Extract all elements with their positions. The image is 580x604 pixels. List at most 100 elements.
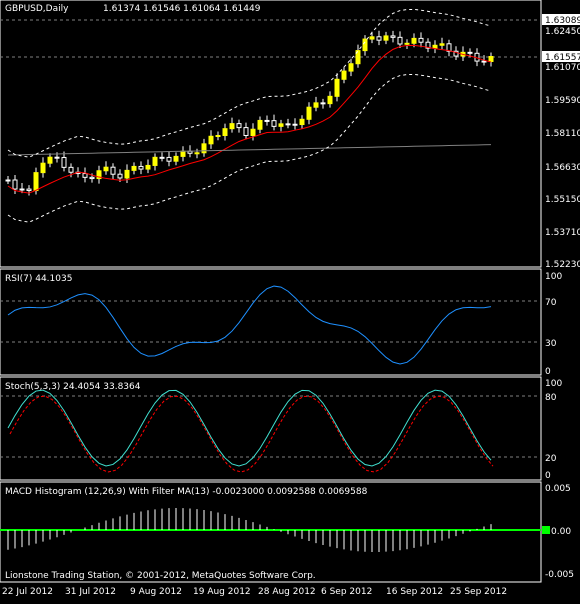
high-price-badge-text: 1.63089 [545,16,580,26]
candle-body [432,44,438,49]
candle-body [103,166,109,172]
candle-body [54,156,60,159]
candle-body [19,188,25,191]
gray-moving-average [7,144,492,156]
stoch-tick: 80 [545,393,557,403]
candle-body [47,156,53,164]
candle-body [257,119,263,130]
price-tick: 1.61070 [545,63,580,73]
candle-body [89,176,95,180]
candle-body [348,63,354,72]
candle-body [12,179,18,190]
price-series [5,8,494,223]
candle-body [313,102,319,108]
candle-body [334,78,340,97]
candle-body [131,165,137,171]
candle-body [229,123,235,130]
date-tick: 22 Jul 2012 [2,587,53,597]
date-tick: 6 Sep 2012 [321,587,372,597]
candle-body [138,165,144,170]
footer-copyright: Lionstone Trading Station, © 2001-2012, … [5,571,316,581]
high-price-badge [542,14,580,25]
date-tick: 9 Aug 2012 [130,587,182,597]
candle-body [488,56,494,62]
candle-body [152,156,158,166]
candle-body [341,70,347,80]
candle-body [124,169,130,179]
candle-body [278,123,284,127]
stoch-tick: 20 [545,454,557,464]
price-tick: 1.58110 [545,129,580,139]
candle-body [467,51,473,54]
date-tick: 19 Aug 2012 [193,587,251,597]
candle-body [159,156,165,159]
candle-body [236,123,242,129]
rsi-tick: 30 [545,339,557,349]
candle-body [327,95,333,105]
stoch-tick: 0 [545,471,551,481]
price-tick: 1.59590 [545,96,580,106]
rsi-tick: 70 [545,298,557,308]
current-price-badge [542,51,580,62]
candle-body [250,128,256,136]
price-tick: 1.56630 [545,163,580,173]
rsi-line [7,285,492,365]
candle-body [404,42,410,45]
candle-body [96,170,102,180]
candle-body [82,173,88,178]
symbol-label: GBPUSD,Daily [5,4,69,14]
red-moving-average [7,44,492,194]
rsi-series [7,285,492,365]
stoch-series [7,389,494,473]
candle-body [271,120,277,127]
macd-zero-marker [542,526,550,534]
date-tick: 31 Jul 2012 [65,587,116,597]
candle-body [439,43,445,46]
candle-body [166,156,172,162]
candle-body [362,38,368,52]
price-tick: 1.55150 [545,195,580,205]
stoch-tick: 100 [545,379,562,389]
macd-tick: 0.00 [551,527,571,537]
price-tick: 1.62450 [545,27,580,37]
candle-body [376,36,382,41]
candle-body [26,188,32,192]
rsi-tick: 100 [545,272,562,282]
price-tick: 1.52230 [545,260,580,270]
candle-body [194,152,200,155]
candle-body [320,102,326,105]
candle-body [383,35,389,41]
candle-body [5,179,11,182]
candle-body [222,128,228,137]
candle-body [173,155,179,162]
candle-body [369,36,375,40]
candle-body [285,123,291,126]
candle-body [306,106,312,120]
price-pane[interactable] [0,0,542,268]
candle-body [355,50,361,65]
candle-body [292,123,298,126]
candle-body [411,37,417,44]
candle-body [40,162,46,174]
candle-body [243,127,249,136]
rsi-label: RSI(7) 44.1035 [5,274,72,284]
macd-tick: 0.005 [545,484,571,494]
candle-body [264,119,270,122]
rsi-pane[interactable] [0,268,542,376]
candle-body [418,37,424,43]
candle-body [61,157,67,168]
macd-label: MACD Histogram (12,26,9) With Filter MA(… [5,487,368,497]
candle-body [117,173,123,179]
date-tick: 16 Sep 2012 [386,587,443,597]
macd-series [0,508,541,552]
candle-body [390,35,396,38]
macd-pane[interactable] [0,481,542,583]
candle-body [481,60,487,63]
stoch-pane[interactable] [0,376,542,481]
price-tick: 1.53710 [545,228,580,238]
candle-body [68,166,74,173]
lower-envelope-band [7,73,492,223]
macd-tick: -0.005 [545,570,574,580]
